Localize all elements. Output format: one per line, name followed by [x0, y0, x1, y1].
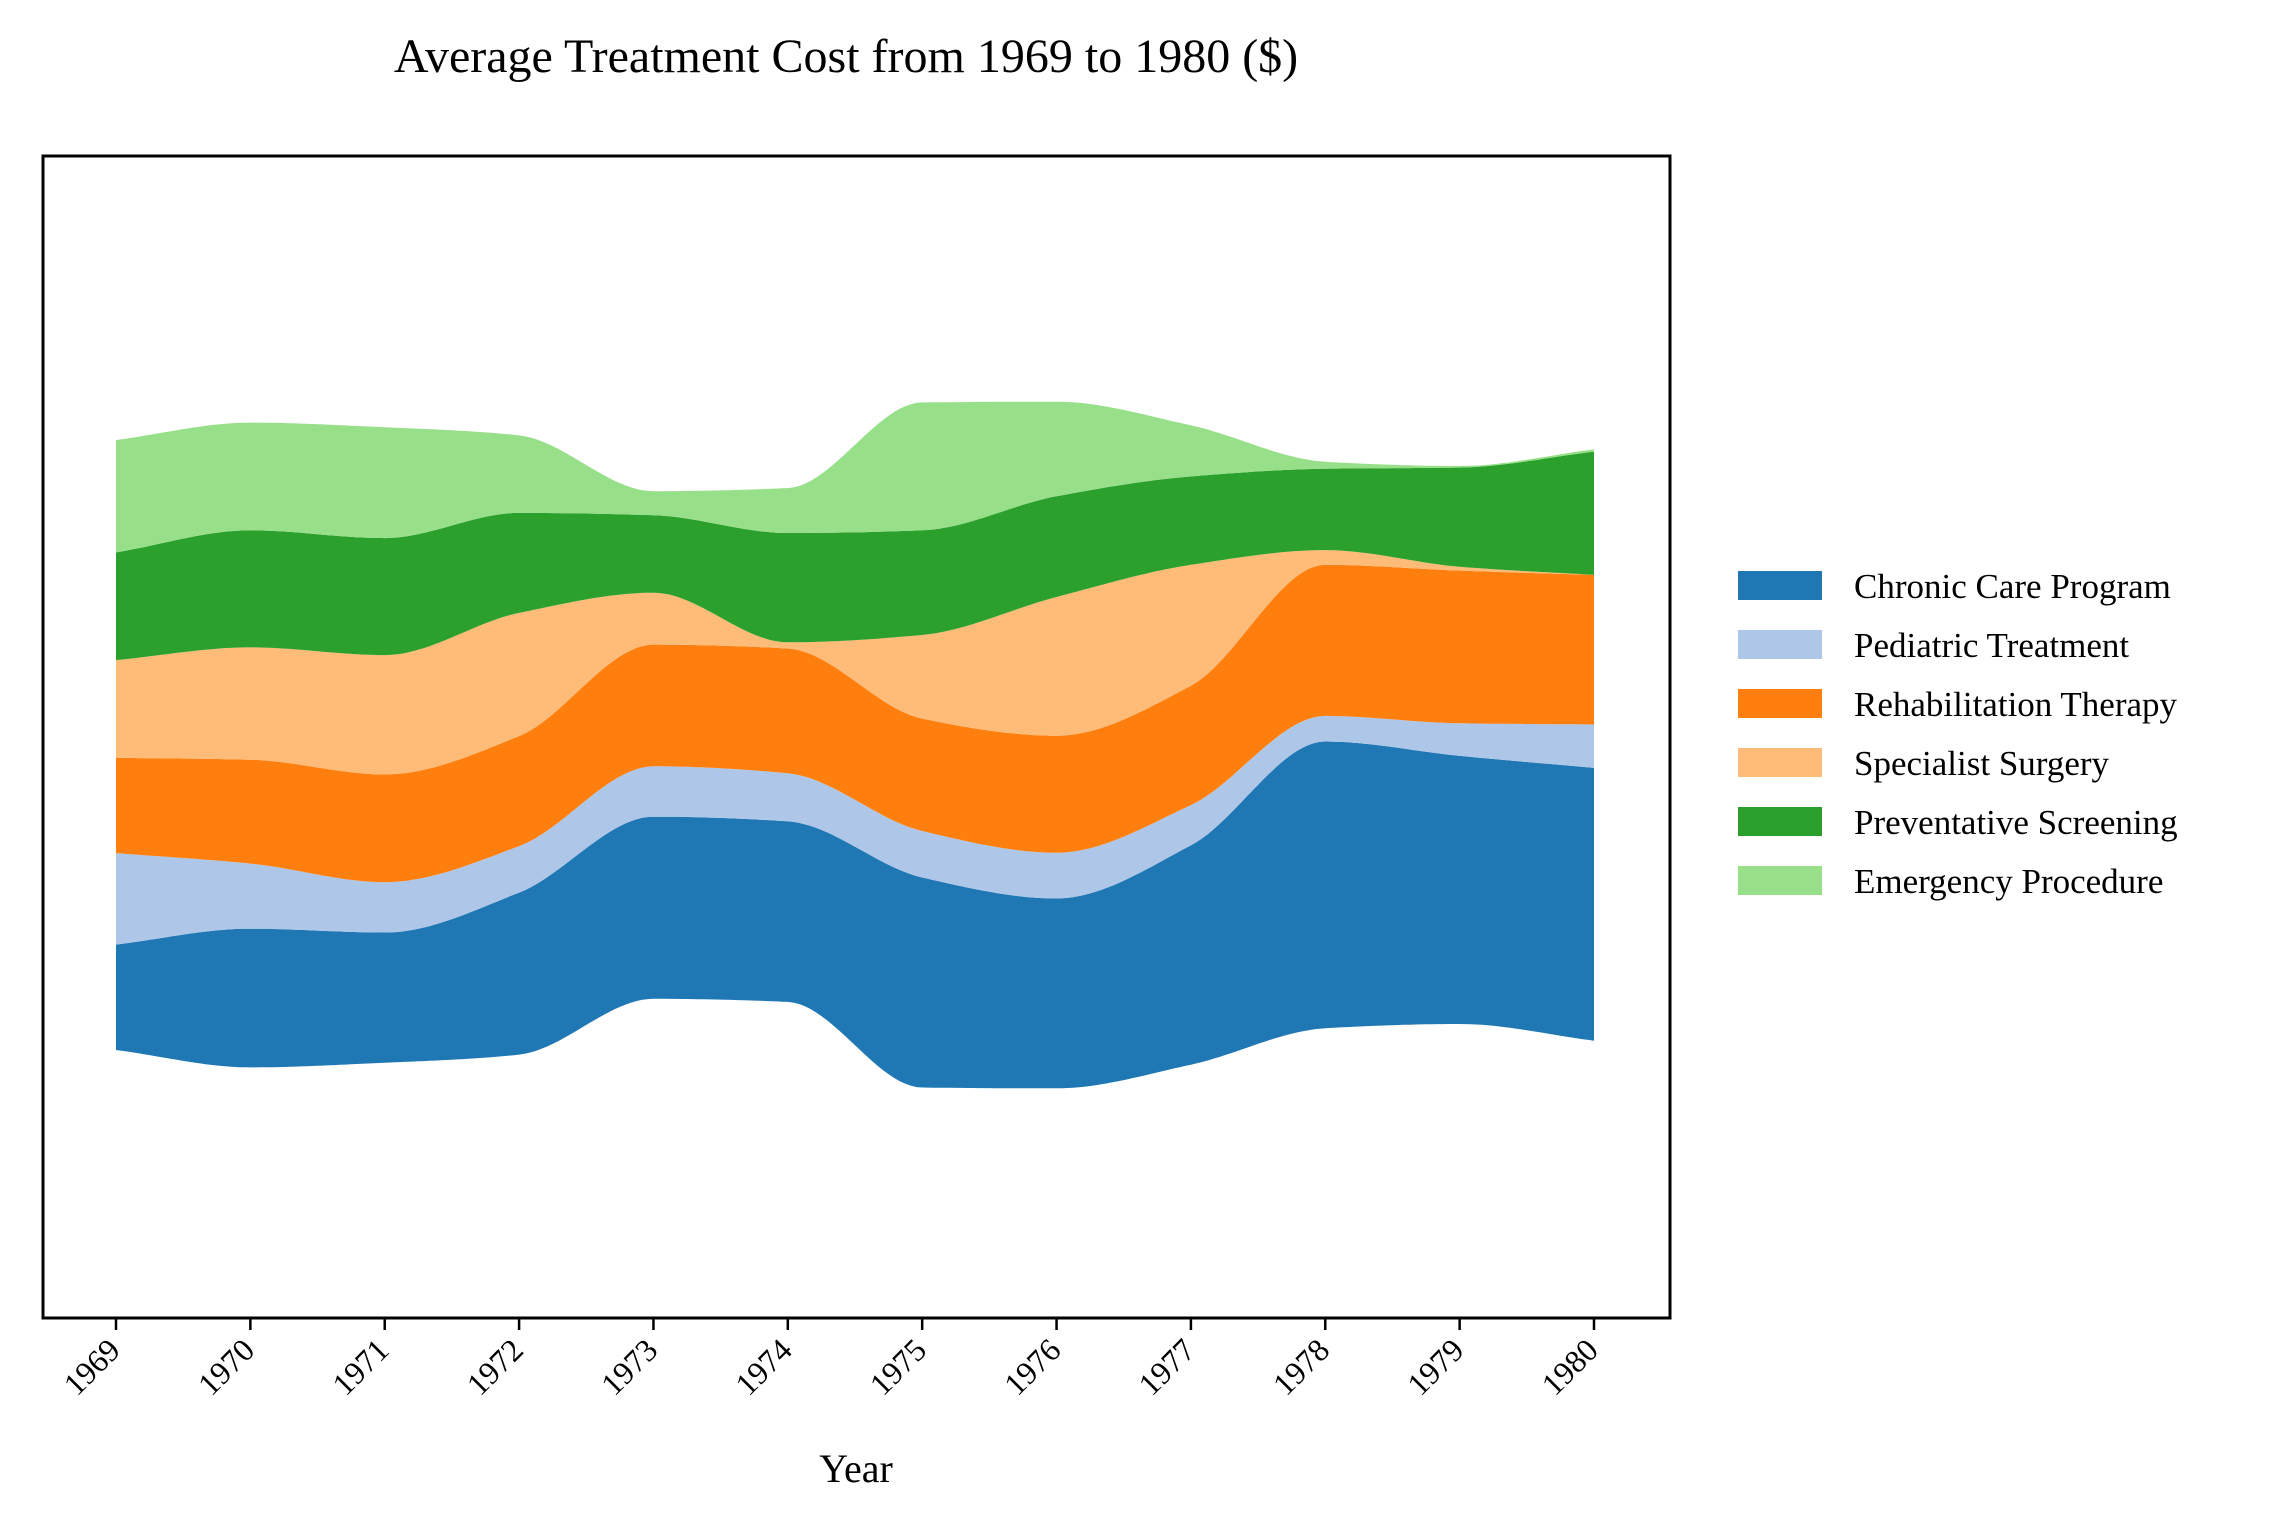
x-tick-label: 1974 [728, 1331, 799, 1402]
legend-swatch [1738, 748, 1822, 777]
stream-layer-rehabilitation-therapy [116, 564, 1594, 883]
x-axis-label: Year [819, 1446, 893, 1491]
legend-swatch [1738, 571, 1822, 600]
x-tick-label: 1975 [862, 1331, 933, 1402]
x-tick-label: 1969 [56, 1331, 127, 1402]
legend-label: Specialist Surgery [1854, 744, 2110, 783]
plot-frame [41, 154, 1672, 1320]
legend-swatch [1738, 807, 1822, 836]
x-tick-label: 1978 [1266, 1331, 1337, 1402]
x-tick-label: 1980 [1534, 1331, 1605, 1402]
legend-swatch [1738, 630, 1822, 659]
plot-area [116, 401, 1594, 1089]
legend-swatch [1738, 689, 1822, 718]
x-tick-label: 1979 [1400, 1331, 1471, 1402]
x-tick-label: 1972 [459, 1331, 530, 1402]
x-tick-label: 1971 [325, 1331, 396, 1402]
stream-layer-preventative-screening [116, 451, 1594, 661]
stream-layer-pediatric-treatment [116, 715, 1594, 945]
x-tick-label: 1973 [594, 1331, 665, 1402]
chart-title: Average Treatment Cost from 1969 to 1980… [394, 30, 1298, 83]
legend-swatch [1738, 866, 1822, 895]
legend-label: Emergency Procedure [1854, 862, 2163, 901]
legend-label: Rehabilitation Therapy [1854, 685, 2178, 724]
x-tick-label: 1977 [1131, 1331, 1202, 1402]
legend-label: Chronic Care Program [1854, 567, 2171, 606]
stream-layer-emergency-procedure [116, 401, 1594, 553]
stream-layer-chronic-care-program [116, 741, 1594, 1089]
legend: Chronic Care Program Pediatric Treatment R… [1738, 567, 2178, 901]
x-tick-label: 1976 [997, 1331, 1068, 1402]
stream-layer-specialist-surgery [116, 550, 1594, 775]
x-tick-label: 1970 [191, 1331, 262, 1402]
legend-label: Preventative Screening [1854, 803, 2178, 842]
legend-label: Pediatric Treatment [1854, 626, 2129, 665]
x-axis: 1969 1970 1971 1972 1973 1974 1975 1976 1977 1978… [56, 1318, 1605, 1402]
